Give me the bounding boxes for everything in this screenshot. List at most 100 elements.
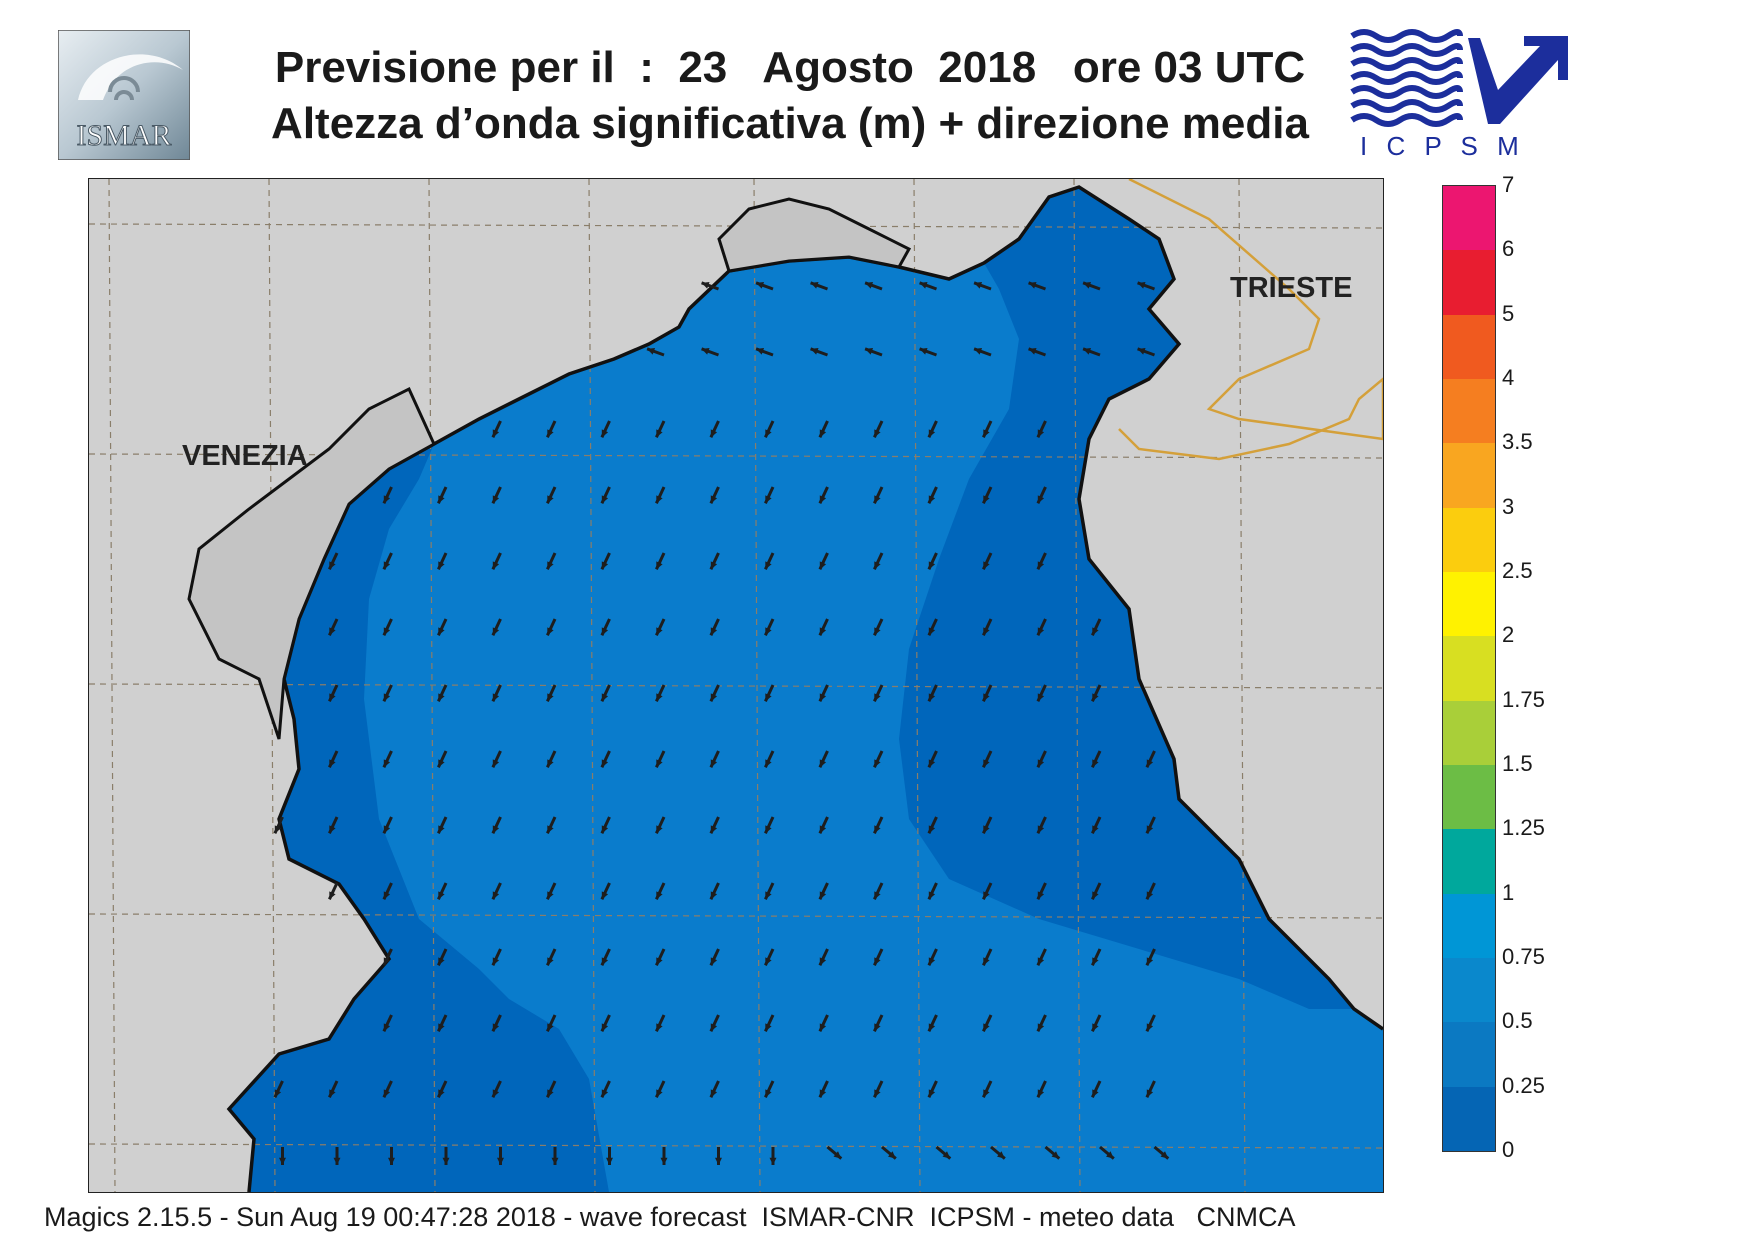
wave-direction-arrowhead <box>919 348 928 355</box>
wave-direction-arrowhead <box>765 627 772 636</box>
wave-direction-arrowhead <box>1146 957 1154 966</box>
wave-direction-arrowhead <box>383 1023 391 1032</box>
wave-direction-arrowhead <box>983 693 990 702</box>
wave-direction-arrowhead <box>874 759 881 768</box>
wave-direction-arrowhead <box>1137 348 1146 355</box>
icpsm-logo-text: I C P S M <box>1360 131 1525 161</box>
wave-direction-arrowhead <box>601 429 609 438</box>
wave-direction-arrowhead <box>497 1157 504 1165</box>
wave-direction-arrowhead <box>874 891 881 900</box>
wave-direction-arrowhead <box>928 693 936 702</box>
ismar-logo: ISMAR <box>57 29 191 161</box>
wave-direction-arrowhead <box>919 282 928 289</box>
wave-direction-arrowhead <box>329 825 336 834</box>
wave-direction-arrowhead <box>656 1023 663 1032</box>
footer-credits: Magics 2.15.5 - Sun Aug 19 00:47:28 2018… <box>44 1202 1296 1232</box>
wave-direction-arrowhead <box>438 561 445 570</box>
wave-direction-arrowhead <box>329 693 336 702</box>
wave-direction-arrowhead <box>983 759 990 768</box>
wave-direction-arrowhead <box>551 1157 559 1165</box>
wave-direction-arrows <box>273 281 1170 1165</box>
wave-direction-arrowhead <box>492 495 500 504</box>
graticule-meridian <box>1073 179 1081 1192</box>
wave-direction-arrowhead <box>819 1089 827 1098</box>
wave-direction-arrowhead <box>1092 1089 1099 1098</box>
wave-direction-arrowhead <box>601 759 609 768</box>
graticule-parallel <box>89 683 1383 689</box>
wave-direction-arrowhead <box>1092 627 1099 636</box>
wave-direction-arrowhead <box>765 429 772 438</box>
wave-direction-arrowhead <box>492 825 500 834</box>
wave-direction-arrowhead <box>983 495 990 504</box>
wave-direction-arrowhead <box>1037 693 1045 702</box>
wave-direction-arrowhead <box>710 429 718 438</box>
colorbar-segment <box>1443 507 1495 573</box>
wave-direction-arrowhead <box>383 561 391 570</box>
wave-direction-arrowhead <box>715 1157 722 1165</box>
wave-direction-arrowhead <box>769 1157 777 1165</box>
wave-direction-arrowhead <box>765 825 772 834</box>
wave-direction-arrowhead <box>547 627 554 636</box>
colorbar-segment <box>1443 700 1495 766</box>
wave-direction-arrowhead <box>492 429 500 438</box>
wave-direction-arrowhead <box>329 891 336 900</box>
wave-direction-arrowhead <box>710 957 718 966</box>
wave-direction-arrowhead <box>547 825 554 834</box>
wave-direction-arrowhead <box>928 429 936 438</box>
graticule-parallel <box>89 223 1383 229</box>
colorbar-tick-label: 3 <box>1502 493 1515 519</box>
wave-direction-arrowhead <box>819 891 827 900</box>
wave-direction-arrowhead <box>1092 825 1099 834</box>
wave-direction-arrowhead <box>710 495 718 504</box>
colorbar-tick-label: 0.25 <box>1502 1072 1545 1098</box>
wave-direction-arrowhead <box>1037 627 1045 636</box>
wave-direction-arrowhead <box>819 495 827 504</box>
wave-direction-arrowhead <box>383 693 391 702</box>
wave-direction-arrowhead <box>438 957 445 966</box>
wave-direction-arrowhead <box>819 693 827 702</box>
colorbar-tick-label: 5 <box>1502 300 1515 326</box>
wave-direction-arrowhead <box>928 1089 936 1098</box>
wave-direction-arrowhead <box>810 348 819 355</box>
wave-direction-arrowhead <box>656 891 663 900</box>
wave-direction-arrowhead <box>438 1089 445 1098</box>
colorbar-segment <box>1443 314 1495 380</box>
wave-direction-arrowhead <box>710 627 718 636</box>
graticule-parallel <box>89 913 1383 919</box>
wave-direction-arrowhead <box>710 825 718 834</box>
wave-direction-arrowhead <box>1146 1089 1154 1098</box>
wave-direction-arrowhead <box>656 495 663 504</box>
wave-direction-arrowhead <box>928 1023 936 1032</box>
wave-direction-arrowhead <box>701 348 710 355</box>
wave-direction-arrowhead <box>1037 1089 1045 1098</box>
wave-direction-arrowhead <box>606 1157 613 1165</box>
grado-lagoon <box>717 197 912 273</box>
wave-direction-arrowhead <box>983 891 990 900</box>
wave-direction-arrowhead <box>710 759 718 768</box>
sea-area <box>229 187 1383 1192</box>
wave-direction-arrowhead <box>656 429 663 438</box>
wave-direction-arrowhead <box>492 693 500 702</box>
wave-direction-arrowhead <box>819 1023 827 1032</box>
colorbar-tick-label: 0.5 <box>1502 1008 1533 1034</box>
wave-direction-arrowhead <box>1037 891 1045 900</box>
wave-direction-arrowhead <box>983 825 990 834</box>
wave-direction-arrowhead <box>1137 282 1146 289</box>
wave-direction-arrowhead <box>756 282 765 289</box>
wave-direction-arrowhead <box>756 348 765 355</box>
wave-direction-arrowhead <box>492 1089 500 1098</box>
wave-direction-arrowhead <box>601 627 609 636</box>
wave-direction-arrowhead <box>383 957 391 966</box>
wave-direction-arrowhead <box>656 693 663 702</box>
wave-direction-arrowhead <box>983 1023 990 1032</box>
wave-direction-arrowhead <box>329 759 336 768</box>
city-label-trieste: TRIESTE <box>1230 272 1353 304</box>
wave-direction-arrowhead <box>660 1157 668 1165</box>
wave-direction-arrowhead <box>865 282 874 289</box>
sea-band-low-east <box>899 187 1354 1009</box>
wave-direction-arrowhead <box>656 759 663 768</box>
wave-direction-arrowhead <box>974 348 983 355</box>
wave-direction-arrowhead <box>601 1023 609 1032</box>
colorbar-segment <box>1443 829 1495 895</box>
